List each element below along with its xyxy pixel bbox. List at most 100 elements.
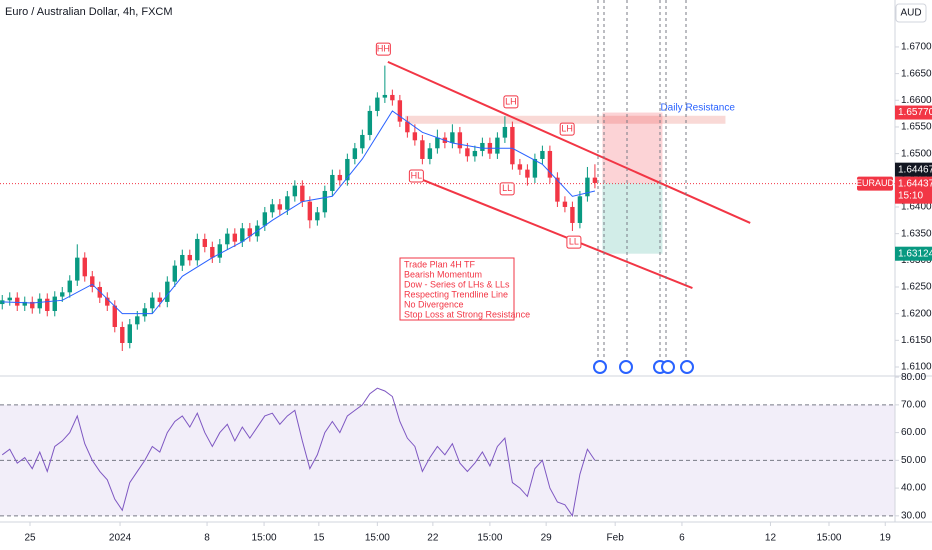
candle-body <box>532 158 538 178</box>
label-box <box>503 95 519 109</box>
candle-body <box>577 196 583 223</box>
event-icon[interactable] <box>593 360 607 374</box>
candle-body <box>52 296 57 311</box>
rsi-tick-label: 80.00 <box>901 372 926 383</box>
y-tick-label: 1.66500 <box>901 68 932 79</box>
candle-body <box>127 324 132 343</box>
event-lines <box>597 0 687 360</box>
candle-body <box>165 281 170 302</box>
candle-body <box>202 238 208 247</box>
candle-body <box>397 100 403 122</box>
candle-body <box>592 177 598 183</box>
candle-body <box>495 137 500 154</box>
candle-body <box>480 142 485 151</box>
candle-body <box>30 301 35 309</box>
y-tick-label: 1.62500 <box>901 282 932 293</box>
candle-body <box>82 257 87 277</box>
label-box <box>499 182 515 196</box>
candle-body <box>510 126 515 165</box>
trade-plan-line: Bearish Momentum <box>404 269 482 279</box>
candle-body <box>22 301 27 306</box>
candle-body <box>457 132 463 149</box>
label-box <box>375 42 391 56</box>
candle-body <box>247 228 253 237</box>
candle-body <box>225 233 230 245</box>
candle-body <box>60 292 65 297</box>
candle-body <box>525 169 530 178</box>
candle-body <box>472 150 478 157</box>
price-tag-label: 1.65770 <box>898 107 932 118</box>
candle-body <box>330 174 335 191</box>
candle-body <box>570 206 575 223</box>
candle-body <box>187 254 193 261</box>
price-tag-label: 1.64467 <box>898 164 932 175</box>
x-tick-label: 15:00 <box>252 533 277 544</box>
trendline <box>409 174 693 289</box>
trendline <box>387 60 751 224</box>
x-tick-label: Feb <box>607 533 625 544</box>
trade-plan-line: Respecting Trendline Line <box>404 289 508 299</box>
y-tick-label: 1.63500 <box>901 228 932 239</box>
x-tick-label: 22 <box>427 533 439 544</box>
symbol-tag-label: EURAUD <box>856 178 895 188</box>
candle-body <box>322 190 328 213</box>
candle-body <box>157 297 162 302</box>
rsi-tick-label: 70.00 <box>901 399 926 410</box>
event-icons[interactable] <box>593 360 694 374</box>
candle-body <box>285 196 290 210</box>
candle-body <box>232 233 238 242</box>
rsi-line <box>1 387 596 518</box>
event-icon[interactable] <box>661 360 675 374</box>
candle-body <box>292 185 298 197</box>
chart-layer: Daily Resistance HH LH LH HL LL LL <box>0 42 895 517</box>
candle-body <box>517 164 523 170</box>
price-tag <box>895 162 932 177</box>
price-tag <box>895 105 932 120</box>
x-tick-label: 15:00 <box>816 533 841 544</box>
structure-label: LH <box>561 123 573 133</box>
candle-body <box>37 298 42 309</box>
candle-body <box>465 148 470 157</box>
label-box <box>559 122 575 136</box>
x-tick-label: 15:00 <box>477 533 502 544</box>
candle-body <box>345 158 350 181</box>
candle-body <box>300 185 305 202</box>
candle-body <box>75 257 80 281</box>
currency[interactable]: AUD <box>900 8 921 19</box>
candle-body <box>390 94 395 101</box>
y-tick-label: 1.61000 <box>901 362 932 373</box>
x-tick-label: 25 <box>24 533 36 544</box>
structure-label: LL <box>569 237 579 247</box>
candle-body <box>420 140 425 159</box>
last-price-label: 1.64437 <box>898 178 932 189</box>
candle-body <box>367 110 373 135</box>
y-tick-label: 1.67000 <box>901 42 932 53</box>
event-icon[interactable] <box>619 360 633 374</box>
candle-body <box>412 132 418 141</box>
candle-body <box>240 228 245 242</box>
x-tick-label: 19 <box>880 533 892 544</box>
trade-plan-line: Trade Plan 4H TF <box>404 259 476 269</box>
candle-body <box>405 121 410 133</box>
y-tick-label: 1.66000 <box>901 95 932 106</box>
candle-body <box>427 148 433 159</box>
label-box <box>408 169 424 183</box>
x-tick-label: 29 <box>541 533 553 544</box>
candle-body <box>180 254 185 266</box>
event-icon[interactable] <box>680 360 694 374</box>
candle-body <box>210 246 215 258</box>
last-price-tag <box>895 176 932 204</box>
candle-body <box>540 150 545 159</box>
currency-button[interactable] <box>895 3 927 23</box>
y-tick-label: 1.62000 <box>901 308 932 319</box>
y-tick-label: 1.65500 <box>901 122 932 133</box>
x-tick-label: 2024 <box>109 533 132 544</box>
price-tag-label: 1.63124 <box>898 248 932 259</box>
zone-label: Daily Resistance <box>660 102 735 113</box>
candle-body <box>382 94 388 98</box>
candle-body <box>585 177 590 197</box>
candle-body <box>67 280 72 293</box>
candle-body <box>172 265 177 282</box>
candle-body <box>450 132 455 143</box>
trade-plan-line: Dow - Series of LHs & LLs <box>404 279 510 289</box>
